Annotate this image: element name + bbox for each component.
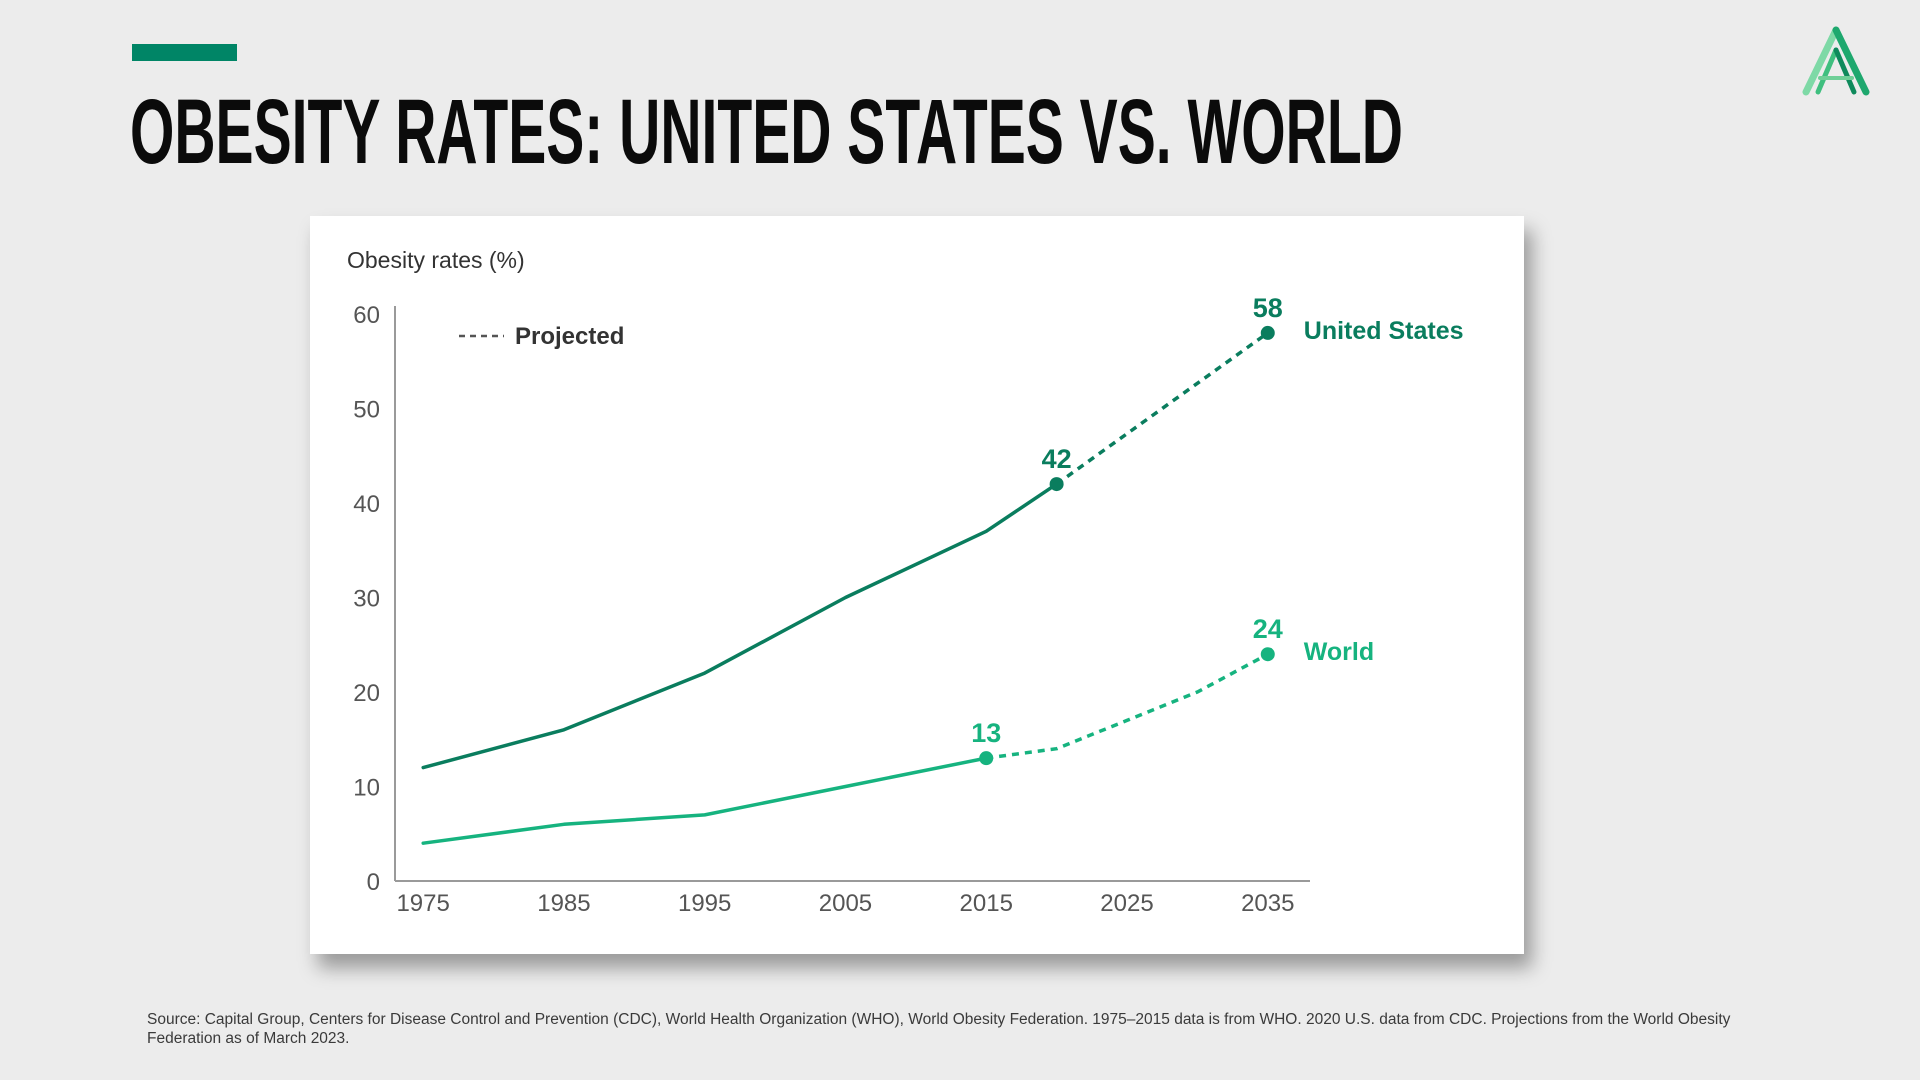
axes [394, 306, 1310, 882]
x-tick-label: 1995 [678, 890, 731, 917]
x-tick-label: 1985 [537, 890, 590, 917]
chart-card: Obesity rates (%) 0 10 20 30 40 50 60 1975 1985… [310, 216, 1524, 954]
data-label-world: 24 [1253, 614, 1283, 644]
y-tick-label: 40 [353, 491, 380, 518]
y-tick-label: 30 [353, 586, 380, 613]
series-line-world [421, 756, 988, 845]
y-tick-label: 60 [353, 302, 380, 329]
x-axis-ticks: 1975 1985 1995 2005 2015 2025 2035 [396, 890, 1294, 917]
x-tick-label: 1975 [396, 890, 449, 917]
company-logo-icon [1802, 26, 1870, 96]
data-label-world: 13 [971, 718, 1001, 748]
source-note: Source: Capital Group, Centers for Disea… [147, 1011, 1731, 1047]
series-name-label-world: World [1304, 638, 1374, 666]
x-tick-label: 2015 [960, 890, 1013, 917]
data-point-world [979, 751, 994, 766]
series-name-label-united-states: United States [1304, 317, 1464, 345]
data-label-united-states: 42 [1042, 444, 1072, 474]
y-tick-label: 20 [353, 680, 380, 707]
data-label-united-states: 58 [1253, 293, 1283, 323]
x-tick-label: 2005 [819, 890, 872, 917]
data-point-united-states [1049, 477, 1064, 492]
data-point-united-states [1260, 325, 1275, 340]
data-point-world [1260, 647, 1275, 662]
obesity-line-chart: Obesity rates (%) 0 10 20 30 40 50 60 1975 1985… [347, 247, 1464, 917]
chart-title: Obesity rates (%) [347, 247, 525, 273]
y-tick-label: 0 [367, 869, 380, 896]
title-accent-bar [132, 44, 237, 61]
legend: Projected [459, 323, 624, 350]
y-tick-label: 50 [353, 397, 380, 424]
series-world: 13 24 World [421, 614, 1374, 845]
projected-line-world [985, 652, 1269, 760]
x-tick-label: 2025 [1100, 890, 1153, 917]
projected-line-united-states [1055, 331, 1269, 486]
y-axis-ticks: 0 10 20 30 40 50 60 [353, 302, 380, 896]
series-layer: 42 58 United States 13 24 World [421, 293, 1464, 845]
page-title: OBESITY RATES: UNITED STATES VS. WORLD [130, 81, 1403, 183]
legend-label-projected: Projected [515, 323, 624, 350]
series-line-united-states [421, 482, 1059, 770]
series-united-states: 42 58 United States [421, 293, 1464, 770]
y-tick-label: 10 [353, 775, 380, 802]
x-tick-label: 2035 [1241, 890, 1294, 917]
